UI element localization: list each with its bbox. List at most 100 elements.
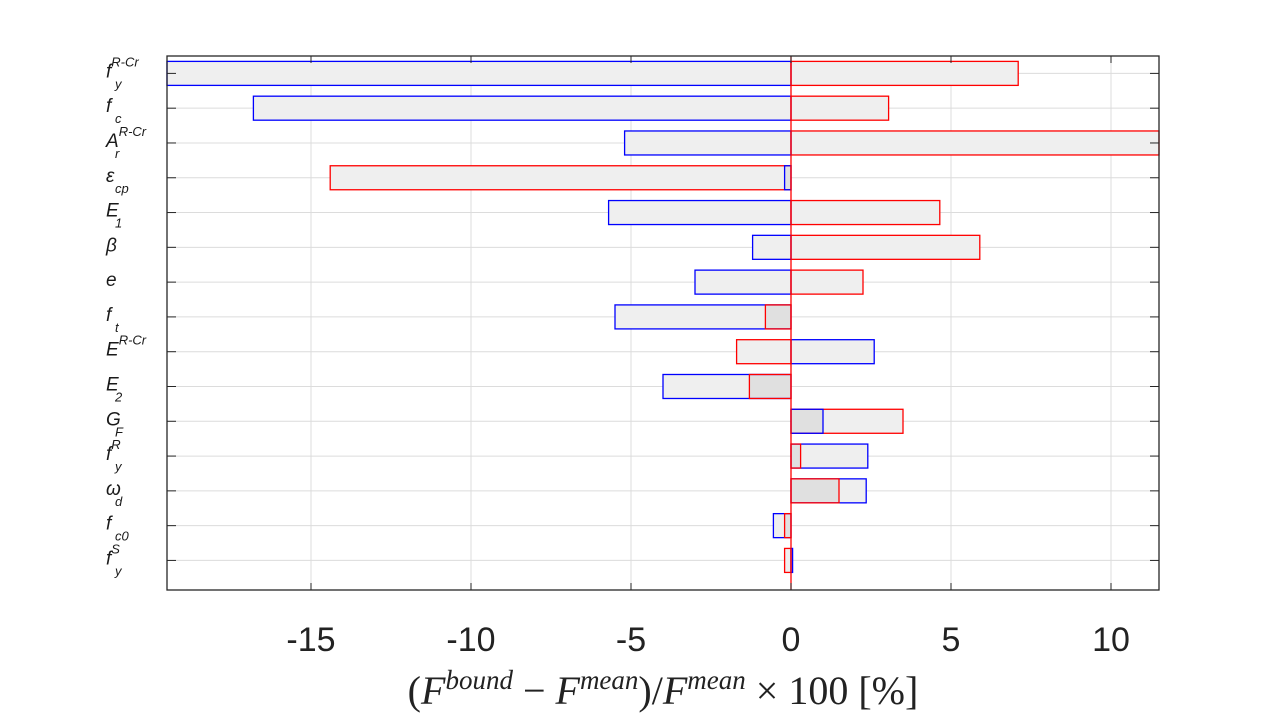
xlabel-mean-sup-2: mean xyxy=(687,665,745,695)
bar-fill-red xyxy=(736,339,791,364)
y-label-sup: R-Cr xyxy=(111,54,139,69)
y-label-sub-text: t xyxy=(115,320,120,335)
bar-fill-red xyxy=(330,165,791,190)
y-tick-label: f xyxy=(106,514,113,535)
y-label-sub-text: 1 xyxy=(115,216,122,231)
bars xyxy=(166,56,1160,590)
bar-fill-red xyxy=(791,235,980,260)
y-tick-label: f xyxy=(106,96,113,117)
plot-frame xyxy=(166,55,1160,591)
y-axis-labels: fR-CryfcAR-CrrεcpE1βeftER-CrE2GFfRyωdfc0… xyxy=(105,54,147,578)
y-label-base: f xyxy=(106,305,113,326)
bar-fill-blue xyxy=(167,61,791,86)
bar-fill-red xyxy=(784,548,791,573)
y-label-base: f xyxy=(106,61,113,82)
y-label-sub-text: c0 xyxy=(115,529,130,544)
bar-overlap xyxy=(784,165,791,190)
y-tick-label: e xyxy=(106,270,117,291)
y-tick-label: ε xyxy=(106,166,115,187)
y-label-base: E xyxy=(106,340,119,361)
bar-fill-blue xyxy=(624,130,791,155)
x-tick-label: 5 xyxy=(942,621,961,659)
y-label-base: ω xyxy=(106,479,121,500)
y-label-sub-text: d xyxy=(115,494,123,509)
y-label-base: e xyxy=(106,270,117,291)
bar-fill-blue xyxy=(615,304,791,329)
xlabel-minus: − xyxy=(523,668,546,713)
y-label-base: f xyxy=(106,96,113,117)
axis-ticks xyxy=(167,56,1159,590)
y-tick-label: fR xyxy=(106,437,121,465)
y-label-base: β xyxy=(105,235,117,256)
y-label-sub-text: y xyxy=(114,563,123,578)
bar-fill-red xyxy=(791,130,1159,155)
xlabel-hundred: 100 xyxy=(788,668,848,713)
xlabel-f-bound: F xyxy=(420,668,446,713)
bar-fill-blue xyxy=(791,548,793,573)
y-label-sub: d xyxy=(115,494,123,509)
y-label-sup: R xyxy=(111,437,120,452)
xlabel-close-slash: )/ xyxy=(638,668,663,713)
y-label-sub-text: c xyxy=(115,111,122,126)
y-label-sub-text: cp xyxy=(115,181,129,196)
y-label-sub: c0 xyxy=(115,529,130,544)
bar-fill-blue xyxy=(791,444,868,469)
y-label-sub-text: r xyxy=(115,146,120,161)
bar-fill-red xyxy=(791,270,863,295)
y-tick-label: G xyxy=(106,409,121,430)
y-label-sub: 1 xyxy=(115,216,122,231)
y-label-base: G xyxy=(106,409,121,430)
y-tick-label: E xyxy=(106,201,119,222)
xlabel-percent: [%] xyxy=(858,668,918,713)
bar-fill-blue xyxy=(752,235,791,260)
y-label-sub-text: F xyxy=(115,424,124,439)
xlabel-f-mean: F xyxy=(555,668,581,713)
y-tick-label: fR-Cr xyxy=(106,54,139,82)
y-label-sub-text: y xyxy=(114,459,123,474)
y-tick-label: β xyxy=(105,235,117,256)
xlabel-f-mean-2: F xyxy=(662,668,688,713)
x-tick-labels: -15 -10 -5 0 5 10 xyxy=(286,621,1129,659)
y-tick-label: ω xyxy=(106,479,121,500)
x-tick-label: 0 xyxy=(782,621,801,659)
y-label-base: E xyxy=(106,201,119,222)
bar-overlap xyxy=(784,513,791,538)
y-label-base: f xyxy=(106,548,113,569)
xlabel-bound-sup: bound xyxy=(445,665,513,695)
bar-overlap xyxy=(791,409,823,434)
x-tick-label: -5 xyxy=(616,621,646,659)
y-label-base: ε xyxy=(106,166,115,187)
bar-overlap xyxy=(765,304,791,329)
bar-fill-blue xyxy=(608,200,791,225)
x-axis-label: (Fbound − Fmean)/Fmean × 100 [%] xyxy=(408,665,919,713)
x-tick-label: 10 xyxy=(1092,621,1130,659)
xlabel-times: × xyxy=(756,668,779,713)
y-label-sup: S xyxy=(111,541,120,556)
xlabel-open-paren: ( xyxy=(408,668,421,713)
y-label-sub: cp xyxy=(115,181,129,196)
x-tick-label: -15 xyxy=(286,621,335,659)
y-tick-label: E xyxy=(106,374,119,395)
y-label-sub: t xyxy=(115,320,120,335)
y-label-sub: y xyxy=(114,76,123,91)
y-label-base: f xyxy=(106,444,113,465)
bar-fill-red xyxy=(791,200,940,225)
y-label-base: A xyxy=(105,131,119,152)
y-label-base: f xyxy=(106,514,113,535)
y-label-sub: y xyxy=(114,459,123,474)
y-tick-label: fS xyxy=(106,541,120,569)
y-label-sub: y xyxy=(114,563,123,578)
y-tick-label: ER-Cr xyxy=(106,333,147,361)
bar-fill-red xyxy=(791,96,889,121)
bar-overlap xyxy=(791,444,801,469)
y-label-sub: 2 xyxy=(114,389,123,404)
bar-fill-red xyxy=(791,61,1019,86)
y-tick-label: AR-Cr xyxy=(105,124,147,152)
y-label-sup: R-Cr xyxy=(119,333,147,348)
y-label-sub-text: 2 xyxy=(114,389,123,404)
bar-overlap xyxy=(749,374,791,399)
y-tick-label: f xyxy=(106,305,113,326)
bar-fill-blue xyxy=(791,339,875,364)
xlabel-mean-sup: mean xyxy=(580,665,638,695)
